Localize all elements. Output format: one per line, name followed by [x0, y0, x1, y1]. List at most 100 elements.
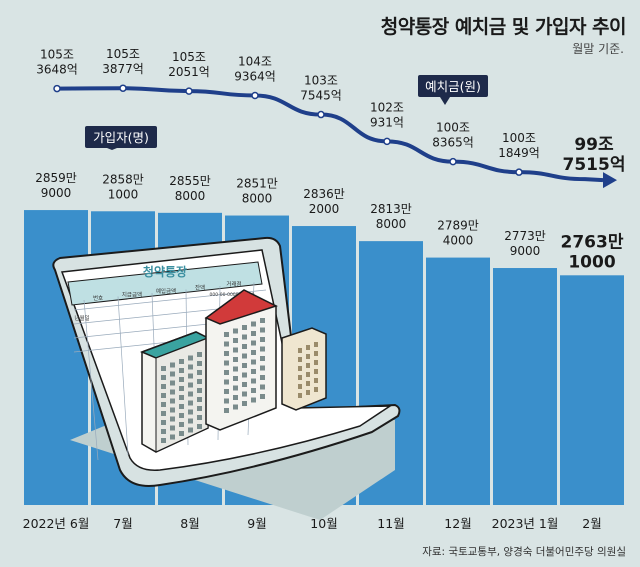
building-window: [161, 366, 166, 371]
building-window: [161, 384, 166, 389]
building-window: [306, 372, 310, 377]
label-pointer: [107, 148, 117, 150]
building-window: [242, 344, 247, 349]
building-window: [260, 346, 265, 352]
form-header: 잔액: [195, 284, 205, 292]
building-window: [242, 391, 247, 397]
source-note: 자료: 국토교통부, 양경숙 더불어민주당 의원실: [422, 546, 626, 558]
x-tick-label: 8월: [180, 516, 199, 531]
building-window: [224, 379, 229, 385]
building-window: [224, 360, 229, 366]
bar-value-label: 1000: [108, 187, 139, 201]
building-window: [251, 359, 256, 365]
building-window: [233, 404, 238, 410]
label-box: [85, 126, 157, 148]
building-window: [188, 355, 193, 361]
building-window: [260, 365, 265, 371]
bar-value-label: 8000: [175, 189, 206, 203]
building-window: [197, 379, 202, 384]
building-window: [170, 398, 175, 404]
line-value-label: 8365억: [432, 136, 474, 150]
line-value-label: 931억: [370, 115, 404, 129]
building-window: [161, 402, 166, 407]
building-window: [314, 369, 318, 374]
building-window: [233, 347, 238, 353]
building-window: [306, 390, 310, 395]
bankbook-header-band: [67, 261, 263, 306]
line-point: [317, 110, 325, 119]
bar-value-label: 2836만: [303, 187, 345, 201]
building-window: [251, 397, 256, 403]
bar: [560, 275, 624, 505]
form-grid-line: [73, 289, 267, 311]
building-window: [251, 388, 256, 393]
bar-value-label: 2858만: [102, 172, 144, 186]
line-point: [119, 84, 127, 92]
building-window: [188, 400, 193, 406]
x-tick-label: 11월: [377, 516, 404, 531]
building-window: [314, 351, 318, 356]
building-window: [188, 391, 193, 397]
building-window: [179, 377, 184, 382]
building-window: [251, 340, 256, 346]
apartment-building-beige: [281, 327, 327, 411]
series-label-text: 예치금(원): [425, 79, 481, 94]
x-tick-label: 10월: [310, 516, 337, 531]
building-window: [224, 408, 229, 413]
building-window: [170, 389, 175, 395]
x-tick-label: 9월: [247, 516, 266, 531]
chart-subtitle: 월말 기준.: [572, 42, 624, 56]
building-window: [298, 384, 302, 389]
line-value-label: 3877억: [102, 62, 144, 76]
deposit-series-label: 예치금(원): [418, 75, 488, 105]
line-value-label: 7515억: [563, 155, 626, 175]
building-window: [170, 380, 175, 386]
building-window: [161, 375, 166, 380]
building-window: [233, 338, 238, 343]
line-point: [515, 168, 523, 176]
building-window: [314, 378, 318, 383]
line-point: [251, 91, 259, 100]
form-grid-line: [117, 296, 129, 456]
building-window: [188, 427, 193, 433]
form-grid-line: [83, 299, 99, 461]
building-window: [179, 359, 184, 364]
building-window: [188, 364, 193, 370]
building-window: [170, 362, 175, 368]
line-value-label: 105조: [106, 47, 140, 61]
x-tick-label: 2023년 1월: [492, 516, 559, 531]
line-point: [383, 137, 391, 146]
building-window: [251, 350, 256, 355]
building-window: [306, 345, 310, 350]
building-window: [251, 378, 256, 384]
building-window: [233, 357, 238, 362]
bar-value-label: 8000: [376, 217, 407, 231]
building-window: [242, 401, 247, 406]
bar-value-label: 2789만: [437, 219, 479, 233]
building-window: [242, 372, 247, 378]
building-window: [260, 337, 265, 342]
building-window: [197, 424, 202, 429]
line-value-label: 2051억: [168, 65, 210, 79]
bar-value-label: 2773만: [504, 229, 546, 243]
bar-value-label: 9000: [41, 186, 72, 200]
building-window: [242, 382, 247, 387]
building-window: [233, 385, 238, 391]
building-window: [298, 393, 302, 398]
x-tick-label: 7월: [113, 516, 132, 531]
building-window: [179, 404, 184, 409]
line-value-label: 99조: [574, 135, 614, 155]
building-window: [188, 409, 193, 415]
form-header: 예입금액: [156, 287, 176, 295]
line-value-label: 3648억: [36, 63, 78, 77]
building-window: [260, 384, 265, 390]
building-roof: [204, 289, 278, 325]
building-window: [224, 332, 229, 337]
line-value-label: 1849억: [498, 146, 540, 160]
line-point: [185, 87, 193, 95]
x-tick-label: 12월: [444, 516, 471, 531]
form-number: 000-00-000000-000: [210, 292, 255, 298]
building-window: [224, 351, 229, 356]
